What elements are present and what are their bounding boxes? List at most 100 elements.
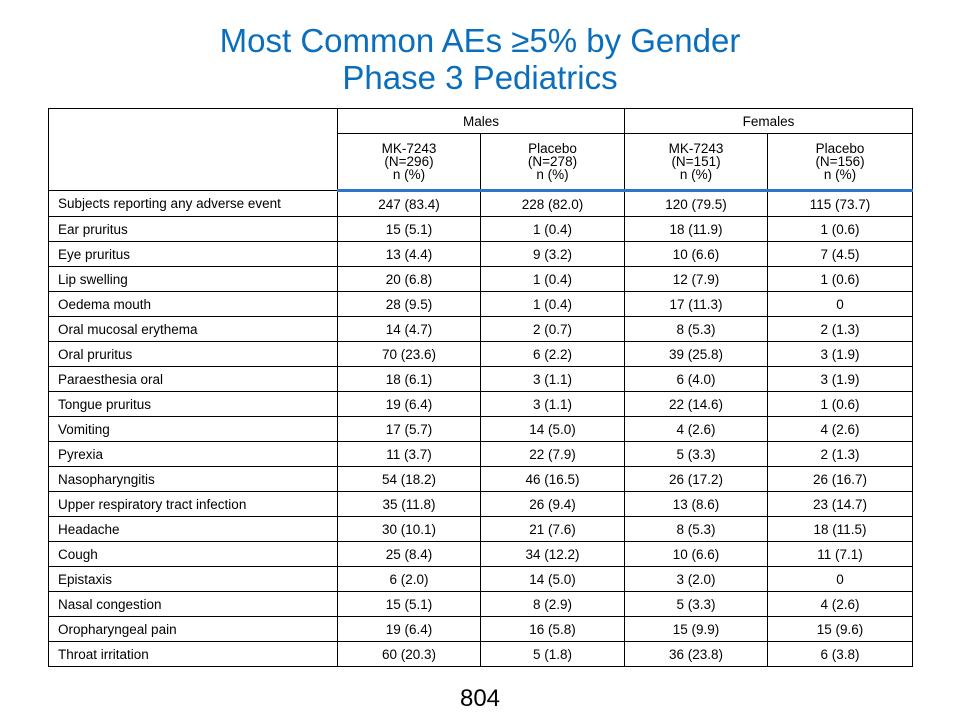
table-row: Nasopharyngitis 54 (18.2) 46 (16.5) 26 (17.… — [48, 466, 914, 492]
page-number: 804 — [459, 685, 501, 712]
value-cell: 54 (18.2) — [337, 466, 481, 492]
table-row: Throat irritation 60 (20.3) 5 (1.8) 36 (23.… — [48, 641, 914, 667]
value-cell: 120 (79.5) — [624, 190, 769, 217]
arm-unit: n (%) — [536, 167, 569, 182]
value-cell: 10 (6.6) — [624, 241, 769, 267]
table-row: Oral pruritus 70 (23.6) 6 (2.2) 39 (25.8) 3 … — [48, 341, 914, 367]
table-row: Oral mucosal erythema 14 (4.7) 2 (0.7) 8 (5… — [48, 316, 914, 342]
value-cell: 15 (5.1) — [337, 216, 481, 242]
value-cell: 3 (2.0) — [624, 566, 769, 592]
table-body: Subjects reporting any adverse event 247 … — [48, 190, 914, 667]
value-cell: 115 (73.7) — [767, 190, 914, 217]
value-cell: 17 (5.7) — [337, 416, 481, 442]
arm-n: (N=296) — [384, 154, 434, 169]
value-cell: 46 (16.5) — [479, 466, 626, 492]
table-row: Eye pruritus 13 (4.4) 9 (3.2) 10 (6.6) 7 (4.… — [48, 241, 914, 267]
table-row: Oedema mouth 28 (9.5) 1 (0.4) 17 (11.3) 0 — [48, 291, 914, 317]
arm-n: (N=151) — [671, 154, 721, 169]
value-cell: 60 (20.3) — [337, 641, 481, 667]
value-cell: 26 (9.4) — [479, 491, 626, 517]
value-cell: 6 (3.8) — [767, 641, 914, 667]
value-cell: 8 (5.3) — [624, 316, 769, 342]
row-label: Ear pruritus — [48, 216, 338, 242]
value-cell: 5 (1.8) — [479, 641, 626, 667]
table-row: Upper respiratory tract infection 35 (11.… — [48, 491, 914, 517]
row-label: Paraesthesia oral — [48, 366, 338, 392]
value-cell: 17 (11.3) — [624, 291, 769, 317]
value-cell: 18 (11.5) — [767, 516, 914, 542]
group-header-row: Males Females — [48, 108, 914, 191]
value-cell: 4 (2.6) — [767, 591, 914, 617]
value-cell: 5 (3.3) — [624, 441, 769, 467]
value-cell: 0 — [767, 291, 914, 317]
arm-name: MK-7243 — [381, 141, 437, 156]
arm-unit: n (%) — [392, 167, 426, 182]
arm-name: Placebo — [528, 141, 577, 156]
value-cell: 21 (7.6) — [479, 516, 626, 542]
value-cell: 25 (8.4) — [337, 541, 481, 567]
value-cell: 2 (1.3) — [767, 441, 914, 467]
value-cell: 7 (4.5) — [767, 241, 914, 267]
value-cell: 36 (23.8) — [624, 641, 769, 667]
value-cell: 9 (3.2) — [479, 241, 626, 267]
title-line-2: Phase 3 Pediatrics — [342, 59, 618, 96]
value-cell: 1 (0.6) — [767, 216, 914, 242]
row-label: Throat irritation — [48, 641, 338, 667]
row-label: Eye pruritus — [48, 241, 338, 267]
row-label: Nasal congestion — [48, 591, 338, 617]
table-row: Subjects reporting any adverse event 247 … — [48, 190, 914, 217]
value-cell: 13 (8.6) — [624, 491, 769, 517]
row-label: Tongue pruritus — [48, 391, 338, 417]
value-cell: 3 (1.9) — [767, 366, 914, 392]
value-cell: 0 — [767, 566, 914, 592]
title-line-1: Most Common AEs ≥5% by Gender — [219, 22, 741, 59]
value-cell: 28 (9.5) — [337, 291, 481, 317]
value-cell: 2 (0.7) — [479, 316, 626, 342]
value-cell: 2 (1.3) — [767, 316, 914, 342]
arm-header: MK-7243 (N=151) n (%) — [624, 133, 769, 192]
value-cell: 14 (5.0) — [479, 566, 626, 592]
row-label: Oral pruritus — [48, 341, 338, 367]
value-cell: 70 (23.6) — [337, 341, 481, 367]
value-cell: 13 (4.4) — [337, 241, 481, 267]
table-row: Oropharyngeal pain 19 (6.4) 16 (5.8) 15 (9.… — [48, 616, 914, 642]
value-cell: 6 (4.0) — [624, 366, 769, 392]
row-label: Nasopharyngitis — [48, 466, 338, 492]
value-cell: 4 (2.6) — [767, 416, 914, 442]
row-label: Subjects reporting any adverse event — [48, 190, 338, 217]
arm-n: (N=156) — [815, 154, 865, 169]
value-cell: 3 (1.9) — [767, 341, 914, 367]
value-cell: 35 (11.8) — [337, 491, 481, 517]
value-cell: 3 (1.1) — [479, 366, 626, 392]
row-label: Lip swelling — [48, 266, 338, 292]
value-cell: 15 (9.9) — [624, 616, 769, 642]
row-label: Pyrexia — [48, 441, 338, 467]
value-cell: 1 (0.4) — [479, 266, 626, 292]
value-cell: 8 (2.9) — [479, 591, 626, 617]
row-label: Upper respiratory tract infection — [48, 491, 338, 517]
value-cell: 1 (0.4) — [479, 291, 626, 317]
value-cell: 1 (0.4) — [479, 216, 626, 242]
adverse-events-table: Males Females MK-7243 (N=296) n (%) Plac… — [48, 108, 914, 667]
row-label: Headache — [48, 516, 338, 542]
arm-header: MK-7243 (N=296) n (%) — [337, 133, 481, 192]
value-cell: 14 (4.7) — [337, 316, 481, 342]
value-cell: 19 (6.4) — [337, 391, 481, 417]
value-cell: 22 (7.9) — [479, 441, 626, 467]
arm-n: (N=278) — [527, 154, 578, 169]
table-row: Epistaxis 6 (2.0) 14 (5.0) 3 (2.0) 0 — [48, 566, 914, 592]
value-cell: 26 (17.2) — [624, 466, 769, 492]
value-cell: 6 (2.2) — [479, 341, 626, 367]
value-cell: 22 (14.6) — [624, 391, 769, 417]
value-cell: 15 (9.6) — [767, 616, 914, 642]
value-cell: 19 (6.4) — [337, 616, 481, 642]
value-cell: 247 (83.4) — [337, 190, 481, 217]
table-row: Tongue pruritus 19 (6.4) 3 (1.1) 22 (14.6) 1… — [48, 391, 914, 417]
value-cell: 4 (2.6) — [624, 416, 769, 442]
value-cell: 23 (14.7) — [767, 491, 914, 517]
corner-cell — [48, 108, 338, 191]
value-cell: 11 (7.1) — [767, 541, 914, 567]
value-cell: 14 (5.0) — [479, 416, 626, 442]
arm-header: Placebo (N=278) n (%) — [479, 133, 626, 192]
arm-unit: n (%) — [679, 167, 713, 182]
